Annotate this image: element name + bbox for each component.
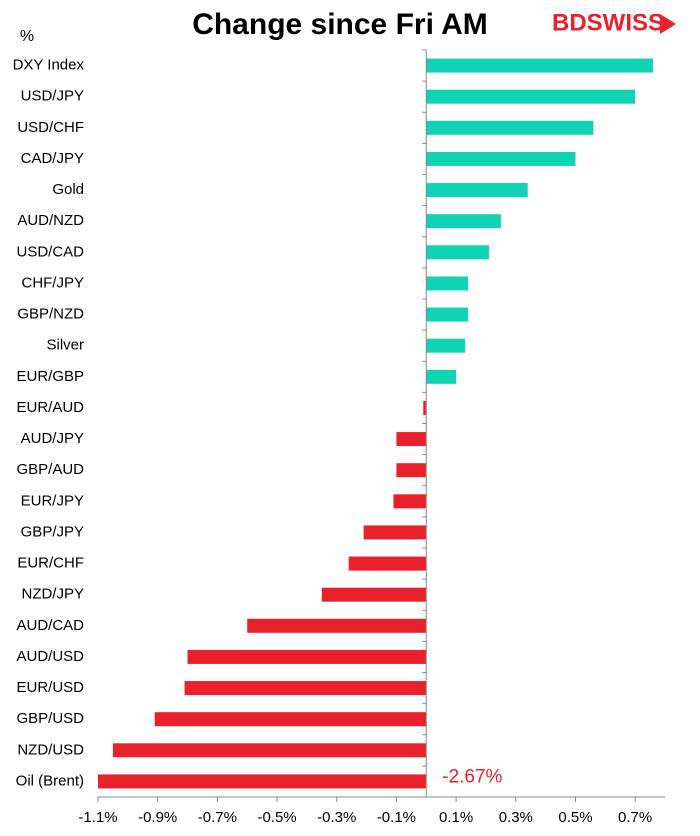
category-label: EUR/AUD — [16, 399, 84, 416]
bars — [98, 58, 654, 789]
x-tick-label: -0.3% — [317, 809, 356, 826]
bar — [426, 276, 469, 291]
bar — [426, 214, 501, 229]
unit-label: % — [20, 28, 34, 45]
category-label: NZD/JPY — [21, 586, 84, 603]
bar — [426, 120, 594, 135]
category-label: Oil (Brent) — [16, 772, 84, 789]
x-tick-label: 0.3% — [499, 809, 533, 826]
bar — [426, 245, 489, 260]
bar — [426, 58, 654, 73]
category-label: EUR/GBP — [16, 368, 84, 385]
bar — [396, 463, 427, 478]
bar — [426, 89, 636, 104]
bar — [426, 307, 469, 322]
logo: BDSWISS — [552, 9, 664, 36]
bar — [393, 494, 427, 509]
x-tick-label: 0.1% — [439, 809, 473, 826]
bar — [348, 556, 427, 571]
bar — [154, 712, 427, 727]
category-label: AUD/NZD — [17, 212, 84, 229]
x-tick-label: -1.1% — [78, 809, 117, 826]
category-label: CHF/JPY — [21, 274, 84, 291]
bar — [426, 183, 528, 198]
x-tick-label: -0.9% — [138, 809, 177, 826]
category-label: USD/CHF — [17, 119, 84, 136]
logo-arrow — [660, 14, 676, 34]
category-label: USD/JPY — [21, 88, 84, 105]
x-tick-label: -0.5% — [257, 809, 296, 826]
value-label: -2.67% — [442, 766, 502, 787]
bar — [184, 681, 427, 696]
category-label: GBP/JPY — [21, 523, 84, 540]
chart-title: Change since Fri AM — [192, 8, 488, 41]
bar — [98, 774, 427, 789]
bar — [396, 432, 427, 447]
category-label: GBP/NZD — [17, 306, 84, 323]
category-label: NZD/USD — [17, 741, 84, 758]
bar — [112, 743, 427, 758]
bar — [423, 400, 427, 415]
category-label: Gold — [52, 181, 84, 198]
bar — [247, 618, 427, 633]
bar — [363, 525, 427, 540]
bar — [426, 151, 576, 166]
category-label: GBP/USD — [16, 710, 84, 727]
bar — [426, 338, 466, 353]
category-label: USD/CAD — [16, 243, 84, 260]
category-label: AUD/CAD — [16, 617, 84, 634]
x-tick-label: -0.7% — [198, 809, 237, 826]
bar — [187, 649, 427, 664]
category-label: Silver — [46, 337, 84, 354]
category-label: EUR/CHF — [17, 555, 84, 572]
category-label: AUD/JPY — [21, 430, 84, 447]
bar — [426, 369, 457, 384]
bar — [321, 587, 427, 602]
category-label: AUD/USD — [16, 648, 84, 665]
category-label: CAD/JPY — [21, 150, 84, 167]
category-label: DXY Index — [13, 57, 85, 74]
category-label: EUR/USD — [16, 679, 84, 696]
category-label: EUR/JPY — [21, 492, 84, 509]
x-tick-label: 0.5% — [558, 809, 592, 826]
category-label: GBP/AUD — [16, 461, 84, 478]
x-tick-label: 0.7% — [618, 809, 652, 826]
x-tick-label: -0.1% — [377, 809, 416, 826]
